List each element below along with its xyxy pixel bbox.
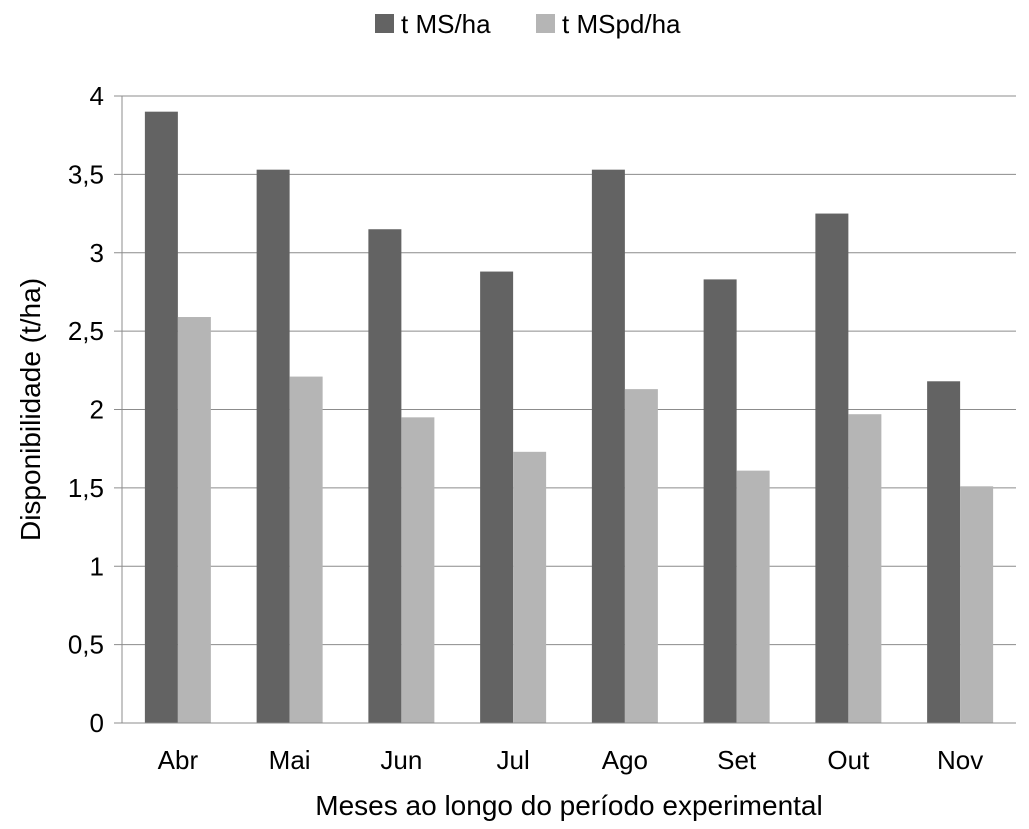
legend-label: t MS/ha bbox=[401, 9, 491, 39]
x-tick-label: Jul bbox=[497, 745, 530, 775]
legend-swatch bbox=[375, 14, 394, 33]
bar-t-mspd-ha-set bbox=[736, 470, 770, 723]
y-tick-label: 3 bbox=[90, 238, 104, 268]
x-tick-label: Out bbox=[827, 745, 870, 775]
x-tick-label: Nov bbox=[937, 745, 983, 775]
bar-t-ms-ha-abr bbox=[144, 111, 178, 724]
y-tick-label: 0,5 bbox=[68, 630, 104, 660]
bar-t-mspd-ha-abr bbox=[177, 317, 211, 723]
bar-t-ms-ha-nov bbox=[927, 381, 961, 723]
y-tick-label: 2,5 bbox=[68, 316, 104, 346]
legend-label: t MSpd/ha bbox=[562, 9, 681, 39]
y-tick-label: 2 bbox=[90, 395, 104, 425]
y-tick-label: 4 bbox=[90, 81, 104, 111]
bar-t-mspd-ha-ago bbox=[624, 389, 658, 723]
y-tick-label: 1 bbox=[90, 551, 104, 581]
bars bbox=[144, 111, 994, 724]
x-axis-ticks: Abr Mai Jun Jul Ago Set Out Nov bbox=[158, 745, 984, 775]
x-tick-label: Set bbox=[717, 745, 757, 775]
bar-t-mspd-ha-jun bbox=[401, 417, 435, 723]
bar-t-mspd-ha-nov bbox=[960, 486, 994, 723]
y-axis-ticks: 0 0,5 1 1,5 2 2,5 3 3,5 4 bbox=[68, 81, 122, 738]
x-tick-label: Mai bbox=[269, 745, 311, 775]
bar-t-ms-ha-ago bbox=[591, 169, 625, 724]
bar-t-ms-ha-set bbox=[703, 279, 737, 723]
y-axis-title: Disponibilidade (t/ha) bbox=[15, 278, 46, 541]
legend-swatch bbox=[536, 14, 555, 33]
bar-t-mspd-ha-mai bbox=[289, 376, 323, 723]
x-tick-label: Jun bbox=[380, 745, 422, 775]
x-tick-label: Abr bbox=[158, 745, 199, 775]
bar-t-mspd-ha-jul bbox=[513, 451, 547, 723]
legend: t MS/ha t MSpd/ha bbox=[375, 9, 681, 39]
y-tick-label: 3,5 bbox=[68, 159, 104, 189]
bar-t-ms-ha-mai bbox=[256, 169, 290, 724]
bar-t-ms-ha-jun bbox=[368, 229, 402, 724]
gridlines bbox=[122, 95, 1016, 646]
bar-t-ms-ha-out bbox=[815, 213, 849, 723]
y-tick-label: 1,5 bbox=[68, 473, 104, 503]
x-tick-label: Ago bbox=[602, 745, 648, 775]
x-axis-title: Meses ao longo do período experimental bbox=[315, 790, 822, 821]
bar-t-mspd-ha-out bbox=[848, 414, 882, 723]
y-tick-label: 0 bbox=[90, 708, 104, 738]
bar-t-ms-ha-jul bbox=[480, 271, 514, 723]
